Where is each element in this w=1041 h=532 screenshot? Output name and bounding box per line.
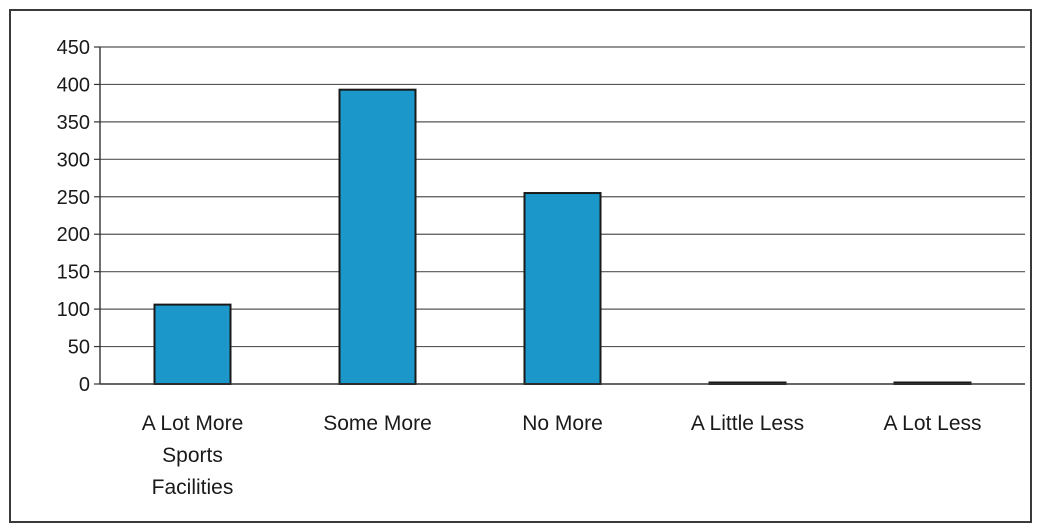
y-tick-label: 300 [57,149,90,171]
y-tick-label: 450 [57,37,90,59]
x-category-label: A Lot More Sports Facilities [142,412,244,499]
y-tick-label: 50 [68,337,90,359]
bar [523,192,602,385]
chart-frame [9,9,1032,523]
x-category-label: A Lot Less [883,412,981,435]
x-category-label-line: Some More [323,412,432,435]
x-category-label: A Little Less [691,412,804,435]
bar [338,88,417,385]
y-tick-label: 0 [79,374,90,396]
gridlines [100,46,1025,348]
x-category-labels: A Lot More Sports Facilities Some More No Mo… [142,412,982,499]
x-category-label-line: A Lot More [142,412,244,435]
axes [94,46,1025,385]
x-category-label-line: A Lot Less [883,412,981,435]
bar [153,303,232,385]
x-category-label: Some More [323,412,432,435]
x-category-label: No More [522,412,603,435]
x-category-label-line: A Little Less [691,412,804,435]
x-category-label-line: No More [522,412,603,435]
y-tick-label: 250 [57,187,90,209]
y-tick-label: 100 [57,299,90,321]
bars [153,88,972,385]
y-tick-label: 150 [57,262,90,284]
y-tick-label: 400 [57,74,90,96]
y-tick-labels: 0 50 100 150 200 250 300 350 400 450 [57,37,90,396]
x-category-label-line: Facilities [152,476,234,499]
y-tick-label: 350 [57,112,90,134]
y-tick-label: 200 [57,224,90,246]
x-category-label-line: Sports [162,444,223,467]
